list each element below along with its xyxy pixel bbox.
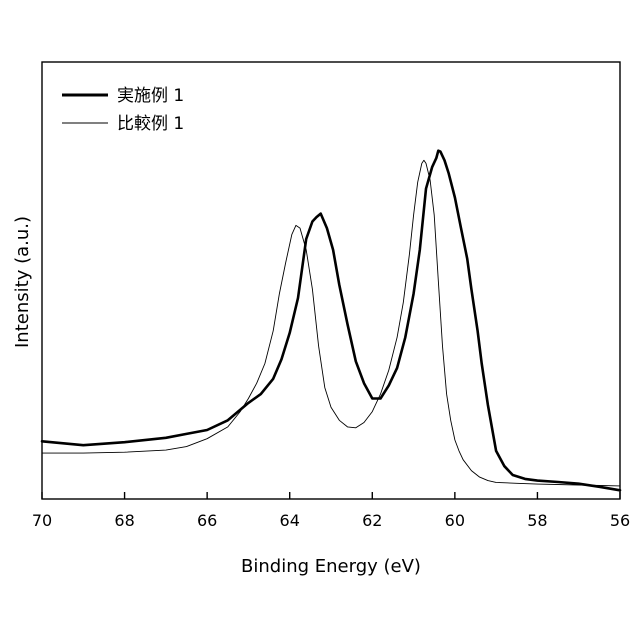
x-tick-label: 58: [527, 511, 547, 530]
y-axis-title: Intensity (a.u.): [12, 216, 33, 348]
x-tick-label: 62: [362, 511, 382, 530]
legend: 実施例 1 比較例 1: [62, 86, 184, 134]
series-layer: [42, 151, 620, 491]
x-tick-label: 60: [445, 511, 465, 530]
x-tick-label: 68: [114, 511, 134, 530]
x-tick-label: 70: [32, 511, 52, 530]
legend-label-series-1: 実施例 1: [117, 86, 184, 106]
x-tick-label: 66: [197, 511, 217, 530]
x-axis-ticks: 70 68 66 64 62 60 58 56: [32, 492, 630, 530]
series-line-1: [42, 151, 620, 491]
x-tick-label: 64: [280, 511, 300, 530]
series-line-2: [42, 160, 620, 486]
x-axis-title: Binding Energy (eV): [241, 556, 421, 577]
legend-label-series-2: 比較例 1: [117, 114, 184, 134]
x-tick-label: 56: [610, 511, 630, 530]
